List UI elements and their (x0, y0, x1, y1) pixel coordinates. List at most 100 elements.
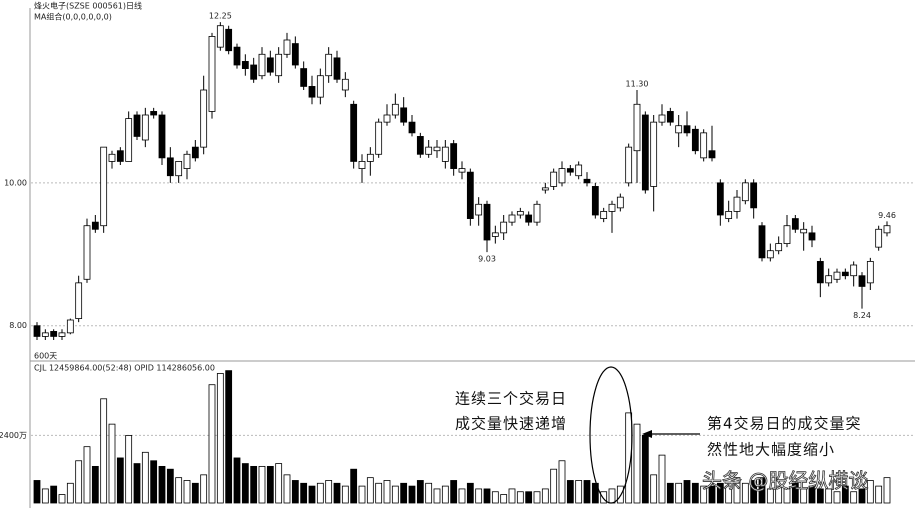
highlight-ellipse (589, 366, 633, 504)
volume-bar (416, 480, 424, 504)
volume-bar (800, 488, 808, 504)
volume-bar (725, 485, 733, 504)
candle-body (575, 164, 583, 177)
candle-body (383, 114, 391, 123)
candle-body (716, 182, 724, 216)
candle-body (266, 57, 274, 73)
volume-bar (691, 482, 699, 504)
volume-bar (91, 465, 99, 504)
candle-body (441, 146, 449, 162)
candle-body (225, 28, 233, 52)
volume-bar (466, 482, 474, 504)
candle-body (341, 78, 349, 91)
volume-bar (766, 488, 774, 504)
candle-body (808, 232, 816, 241)
volume-bar (383, 480, 391, 504)
candle-body (866, 261, 874, 284)
candle-body (758, 225, 766, 259)
y-tick-label: 10.00 (4, 178, 27, 187)
candle-body (433, 146, 441, 152)
volume-bar (291, 480, 299, 504)
volume-bar (350, 468, 358, 504)
volume-bar (700, 485, 708, 504)
candle-body (725, 211, 733, 219)
candle-body (616, 196, 624, 209)
volume-tick-label: 2400万 (0, 431, 27, 440)
candle-body (250, 64, 258, 80)
candle-body (766, 250, 774, 259)
volume-bar (125, 435, 133, 504)
volume-bar (850, 491, 858, 504)
volume-bar (58, 494, 66, 504)
volume-bar (583, 480, 591, 504)
candle-body (333, 57, 341, 80)
volume-bar (66, 482, 74, 504)
candle-body (283, 39, 291, 55)
candle-body (566, 168, 574, 173)
volume-bar (391, 485, 399, 504)
candle-body (483, 203, 491, 241)
volume-bar (233, 457, 241, 504)
volume-bar (558, 460, 566, 504)
candle-body (133, 114, 141, 137)
volume-bar (166, 468, 174, 504)
volume-bar (316, 482, 324, 504)
candle-body (841, 271, 849, 277)
candle-body (191, 146, 199, 159)
y-tick-label: 8.00 (9, 321, 27, 330)
candle-body (166, 157, 174, 177)
candle-body (100, 146, 108, 227)
volume-bar (33, 480, 41, 504)
volume-bar (400, 482, 408, 504)
volume-bar (516, 491, 524, 504)
watermark: 头条 @股经纵横谈 (702, 469, 868, 493)
candle-body (733, 196, 741, 212)
volume-bar (216, 373, 224, 504)
volume-bar (283, 474, 291, 504)
candle-body (633, 103, 641, 152)
volume-bar (475, 488, 483, 504)
candle-body (591, 186, 599, 216)
volume-bar (241, 463, 249, 504)
candle-body (183, 153, 191, 169)
price-label: 9.03 (478, 255, 496, 264)
volume-bar (633, 423, 641, 504)
price-label: 12.25 (209, 12, 232, 21)
candle-body (516, 211, 524, 216)
volume-bar (716, 482, 724, 504)
volume-bar (116, 457, 124, 504)
volume-bar (183, 480, 191, 504)
candle-body (291, 43, 299, 66)
plot-area: 8.00 10.00 2400万 12.25 11.30 9.03 9.46 8.24 (0, 12, 915, 504)
candle-body (391, 103, 399, 116)
volume-bar (358, 485, 366, 504)
candle-body (216, 25, 224, 48)
candle-body (641, 114, 649, 191)
volume-bar (541, 488, 549, 504)
candle-body (550, 171, 558, 187)
candle-body (400, 107, 408, 123)
candle-body (741, 182, 749, 202)
volume-bar (616, 485, 624, 504)
candle-body (233, 46, 241, 66)
candle-body (583, 178, 591, 184)
candle-body (458, 168, 466, 173)
candle-body (316, 75, 324, 98)
volume-bar (333, 482, 341, 504)
candle-body (108, 153, 116, 162)
volume-bar (433, 488, 441, 504)
volume-bar (783, 488, 791, 504)
volume-bar (250, 465, 258, 504)
volume-bar (491, 491, 499, 504)
volume-bar (108, 423, 116, 504)
volume-bar (525, 491, 533, 504)
volume-bar (750, 480, 758, 504)
volume-bar (375, 482, 383, 504)
volume-bar (450, 480, 458, 504)
candle-body (708, 150, 716, 159)
candle-body (775, 243, 783, 252)
candle-body (425, 146, 433, 155)
candle-body (666, 111, 674, 123)
candle-body (608, 203, 616, 212)
